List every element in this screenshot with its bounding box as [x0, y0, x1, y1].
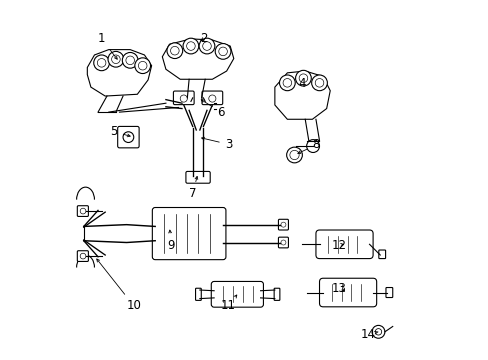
Circle shape: [122, 53, 138, 68]
FancyBboxPatch shape: [77, 206, 88, 216]
Text: 13: 13: [331, 283, 346, 296]
Text: 11: 11: [221, 295, 236, 312]
FancyBboxPatch shape: [274, 288, 279, 300]
Circle shape: [199, 38, 214, 54]
FancyBboxPatch shape: [77, 251, 88, 261]
Circle shape: [166, 43, 183, 59]
Circle shape: [311, 75, 326, 91]
Circle shape: [183, 38, 198, 54]
FancyBboxPatch shape: [211, 282, 263, 307]
Text: 6: 6: [201, 100, 224, 119]
FancyBboxPatch shape: [118, 126, 139, 148]
FancyBboxPatch shape: [319, 278, 376, 307]
FancyBboxPatch shape: [315, 230, 372, 258]
Text: 2: 2: [199, 32, 207, 45]
Text: 5: 5: [110, 125, 130, 138]
Circle shape: [215, 44, 230, 59]
Text: 4: 4: [297, 77, 305, 90]
Circle shape: [108, 51, 123, 67]
Text: 1: 1: [98, 32, 117, 59]
Polygon shape: [162, 39, 233, 79]
Polygon shape: [274, 71, 329, 119]
Text: 10: 10: [97, 259, 141, 312]
Text: 3: 3: [201, 137, 232, 151]
Circle shape: [371, 325, 384, 338]
FancyBboxPatch shape: [278, 219, 288, 230]
Circle shape: [295, 70, 311, 86]
Circle shape: [135, 58, 150, 73]
Circle shape: [279, 75, 295, 91]
Text: 14: 14: [360, 328, 377, 341]
Text: 8: 8: [297, 139, 319, 153]
Polygon shape: [87, 50, 151, 96]
Text: 9: 9: [167, 230, 175, 252]
FancyBboxPatch shape: [185, 171, 210, 183]
FancyBboxPatch shape: [278, 237, 288, 248]
FancyBboxPatch shape: [202, 91, 222, 105]
Text: 12: 12: [331, 239, 346, 252]
Circle shape: [94, 55, 109, 71]
FancyBboxPatch shape: [173, 91, 194, 105]
FancyBboxPatch shape: [378, 250, 385, 258]
Circle shape: [306, 140, 319, 153]
FancyBboxPatch shape: [152, 207, 225, 260]
Text: 7: 7: [188, 176, 197, 200]
FancyBboxPatch shape: [385, 288, 392, 297]
Circle shape: [286, 147, 302, 163]
FancyBboxPatch shape: [195, 288, 201, 300]
